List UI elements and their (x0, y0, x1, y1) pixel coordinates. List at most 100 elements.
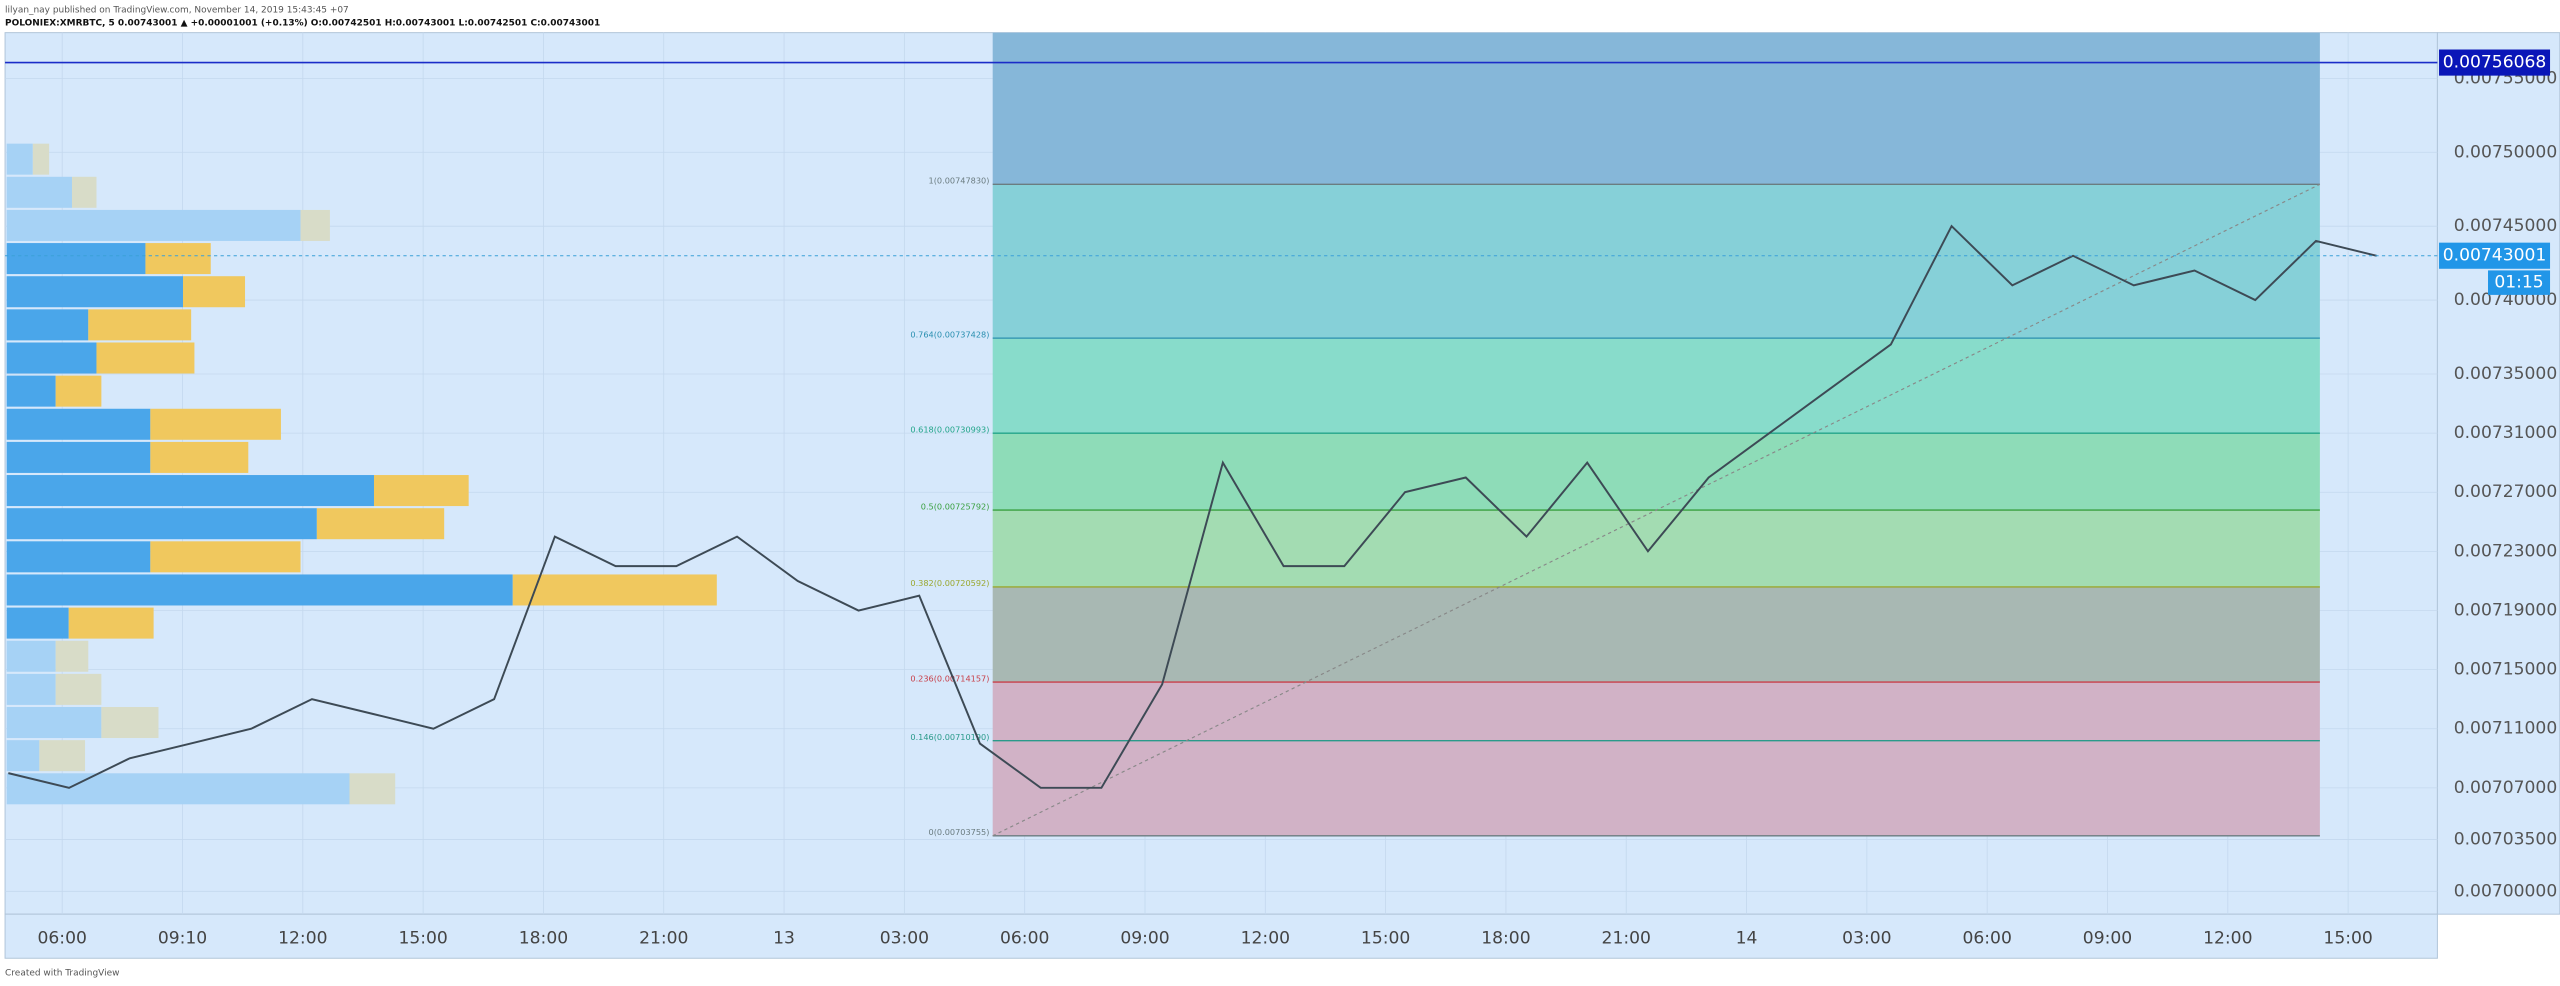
profile-buy (6, 309, 89, 341)
fib-label: 1(0.00747830) (929, 176, 990, 186)
profile-sell (71, 176, 97, 208)
profile-buy (6, 342, 97, 374)
footer[interactable]: Created with TradingView (5, 968, 119, 978)
profile-sell (512, 574, 717, 606)
price-label: 0.00700000 (2454, 881, 2558, 901)
time-label: 03:00 (1842, 929, 1891, 949)
profile-buy (6, 574, 513, 606)
fib-zone (992, 682, 2320, 741)
fib-label: 0.764(0.00737428) (910, 329, 989, 339)
price-label: 0.00727000 (2454, 482, 2558, 502)
profile-sell (55, 673, 102, 705)
fib-label: 0.382(0.00720592) (910, 578, 989, 588)
profile-sell (182, 276, 246, 308)
time-scale (4, 913, 2438, 959)
profile-buy (6, 607, 69, 639)
time-label: 18:00 (519, 929, 568, 949)
profile-buy (6, 541, 151, 573)
high-tag: 0.00756068 (2443, 53, 2547, 73)
profile-sell (68, 607, 154, 639)
price-label: 0.00731000 (2454, 423, 2558, 443)
time-label: 12:00 (278, 929, 327, 949)
fib-label: 0.146(0.00710190) (910, 732, 989, 742)
profile-sell (150, 408, 281, 440)
profile-sell (96, 342, 195, 374)
price-label: 0.00723000 (2454, 541, 2558, 561)
time-label: 06:00 (38, 929, 87, 949)
time-label: 09:00 (2083, 929, 2132, 949)
profile-buy (6, 475, 374, 507)
price-label: 0.00707000 (2454, 778, 2558, 798)
profile-buy (6, 408, 151, 440)
time-label: 09:10 (158, 929, 207, 949)
fib-zone (992, 338, 2320, 434)
time-label: 15:00 (2323, 929, 2372, 949)
profile-buy (6, 508, 317, 540)
profile-sell (150, 441, 249, 473)
last-tag: 0.00743001 (2443, 246, 2547, 266)
symbol-line: POLONIEX:XMRBTC, 5 0.00743001 ▲ +0.00001… (5, 18, 600, 28)
profile-sell (145, 243, 211, 275)
fib-zone (992, 586, 2320, 683)
chart-layer: 0.007550000.007500000.007450000.00740000… (5, 32, 2558, 949)
profile-sell (373, 475, 469, 507)
profile-buy (6, 209, 301, 241)
profile-buy (6, 176, 72, 208)
publisher-line: lilyan_nay published on TradingView.com,… (5, 5, 349, 15)
time-label: 06:00 (1000, 929, 1049, 949)
profile-buy (6, 673, 56, 705)
profile-sell (32, 143, 50, 175)
countdown-box (2488, 270, 2551, 295)
profile-buy (6, 773, 350, 805)
profile-sell (316, 508, 445, 540)
profile-sell (39, 740, 86, 772)
profile-buy (6, 375, 56, 407)
profile-buy (6, 441, 151, 473)
time-label: 09:00 (1120, 929, 1169, 949)
price-label: 0.00711000 (2454, 719, 2558, 739)
price-label: 0.00740000 (2454, 290, 2558, 310)
price-scale (2436, 32, 2560, 915)
price-label: 0.00719000 (2454, 600, 2558, 620)
fib-zone (992, 510, 2320, 587)
profile-buy (6, 276, 183, 308)
fib-label: 0.236(0.00714157) (910, 673, 989, 683)
time-label: 21:00 (639, 929, 688, 949)
time-label: 13 (773, 929, 795, 949)
fib-zone (992, 433, 2320, 511)
price-label: 0.00735000 (2454, 364, 2558, 384)
time-label: 15:00 (1361, 929, 1410, 949)
time-label: 12:00 (1241, 929, 1290, 949)
profile-sell (88, 309, 192, 341)
profile-buy (6, 640, 56, 672)
price-label: 0.00745000 (2454, 216, 2558, 236)
profile-buy (6, 740, 40, 772)
fib-zone (992, 740, 2320, 836)
time-label: 18:00 (1481, 929, 1530, 949)
price-label: 0.00750000 (2454, 142, 2558, 162)
profile-sell (55, 375, 102, 407)
time-label: 15:00 (398, 929, 447, 949)
fib-label: 0(0.00703755) (929, 827, 990, 837)
last-tag-box (2439, 242, 2551, 269)
profile-sell (101, 707, 159, 739)
profile-buy (6, 143, 33, 175)
trend-line (992, 183, 2321, 837)
profile-sell (150, 541, 301, 573)
price-label: 0.00715000 (2454, 660, 2558, 680)
time-label: 06:00 (1962, 929, 2011, 949)
profile-sell (349, 773, 396, 805)
time-label: 21:00 (1602, 929, 1651, 949)
price-label: 0.00703500 (2454, 830, 2558, 850)
countdown: 01:15 (2494, 273, 2543, 293)
price-line (8, 224, 2377, 789)
fib-zone (992, 184, 2320, 339)
fib-label: 0.618(0.00730993) (910, 424, 989, 434)
profile-buy (6, 243, 146, 275)
profile-sell (55, 640, 89, 672)
time-label: 03:00 (880, 929, 929, 949)
time-label: 14 (1736, 929, 1758, 949)
fib-label: 0.5(0.00725792) (921, 501, 990, 511)
